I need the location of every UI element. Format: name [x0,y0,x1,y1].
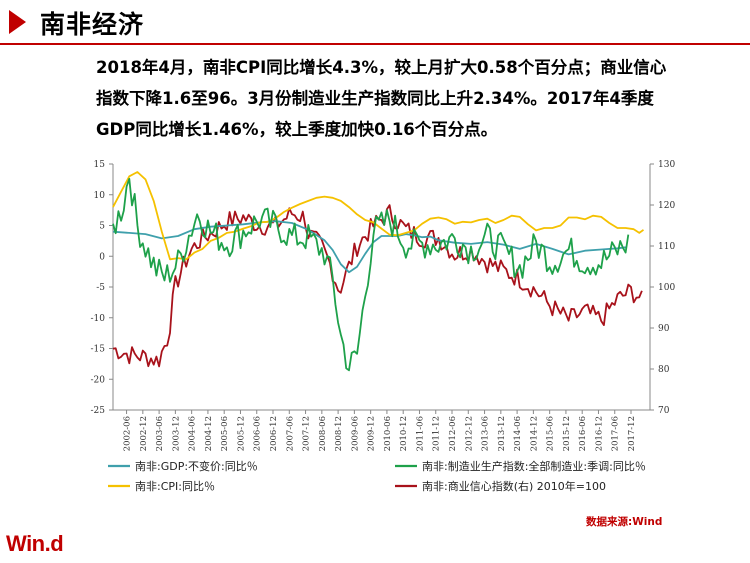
y-tick-label-right: 90 [658,324,670,334]
y-tick-label-left: 15 [94,160,106,170]
x-tick-label: 2007-06 [285,416,295,451]
x-tick-label: 2002-06 [123,416,133,451]
y-tick-label-right: 100 [658,283,675,293]
y-tick-label-left: -5 [96,283,105,293]
x-tick-label: 2013-12 [497,416,507,451]
x-tick-label: 2015-12 [562,416,572,451]
x-tick-label: 2014-06 [513,416,523,451]
y-tick-label-right: 80 [658,365,670,375]
summary-line-3: GDP同比增长1.46%，较上季度加快0.16个百分点。 [96,120,498,139]
y-tick-label-right: 110 [658,242,675,252]
y-tick-label-left: -25 [91,406,106,416]
x-tick-label: 2008-06 [318,416,328,451]
y-tick-label-left: -20 [91,375,106,385]
summary-text: 2018年4月，南非CPI同比增长4.3%，较上月扩大0.58个百分点；商业信心… [96,52,736,145]
x-tick-label: 2006-06 [253,416,263,451]
x-tick-label: 2003-12 [171,416,181,451]
x-tick-label: 2010-12 [399,416,409,451]
series-line-gdp [112,220,626,274]
x-tick-label: 2012-12 [464,416,474,451]
series-line-manufacturing [112,178,630,372]
title-divider [0,43,750,45]
x-tick-label: 2012-06 [448,416,458,451]
x-tick-label: 2008-12 [334,416,344,451]
y-tick-label-left: 5 [99,222,105,232]
y-tick-label-left: -15 [91,345,106,355]
page-title: 南非经济 [40,10,145,39]
y-tick-label-left: 10 [94,191,106,201]
x-tick-label: 2016-12 [594,416,604,451]
series-line-cpi [112,171,645,261]
x-tick-label: 2017-12 [627,416,637,451]
x-tick-label: 2004-12 [204,416,214,451]
legend-label: 南非:CPI:同比％ [135,480,215,493]
wind-logo: Win.d [6,531,64,556]
x-tick-label: 2005-12 [236,416,246,451]
y-tick-label-right: 130 [658,160,675,170]
x-tick-label: 2016-06 [578,416,588,451]
x-tick-label: 2009-12 [367,416,377,451]
x-tick-label: 2010-06 [383,416,393,451]
x-tick-label: 2014-12 [529,416,539,451]
chart-axes: 15 10 5 0 -5 -10 -15 -20 -25 130 120 110 100 90 80 70 20… [91,160,676,451]
data-source: 数据来源:Wind [586,516,663,528]
x-tick-label: 2013-06 [481,416,491,451]
x-tick-label: 2015-06 [546,416,556,451]
summary-line-2: 指数下降1.6至96。3月份制造业生产指数同比上升2.34%。2017年4季度 [96,89,654,108]
x-tick-label: 2005-06 [220,416,230,451]
title-marker-icon [9,10,26,34]
x-tick-label: 2011-06 [415,416,425,451]
x-tick-label: 2002-12 [139,416,149,451]
x-tick-label: 2006-12 [269,416,279,451]
x-tick-label: 2007-12 [302,416,312,451]
y-tick-label-right: 120 [658,201,675,211]
x-tick-label: 2017-06 [611,416,621,451]
x-tick-label: 2004-06 [188,416,198,451]
legend-label: 南非:制造业生产指数:全部制造业:季调:同比％ [422,459,646,473]
chart-series [112,171,645,372]
y-tick-label-left: 0 [99,252,105,262]
x-tick-label: 2011-12 [432,416,442,451]
y-tick-label-left: -10 [91,314,106,324]
x-tick-label: 2003-06 [155,416,165,451]
legend-label: 南非:商业信心指数(右) 2010年=100 [422,479,606,493]
legend-label: 南非:GDP:不变价:同比％ [135,459,258,473]
summary-line-1: 2018年4月，南非CPI同比增长4.3%，较上月扩大0.58个百分点；商业信心 [96,58,667,77]
x-tick-label: 2009-06 [350,416,360,451]
chart-legend: 南非:GDP:不变价:同比％ 南非:制造业生产指数:全部制造业:季调:同比％ 南非:… [108,459,646,493]
y-tick-label-right: 70 [658,406,670,416]
